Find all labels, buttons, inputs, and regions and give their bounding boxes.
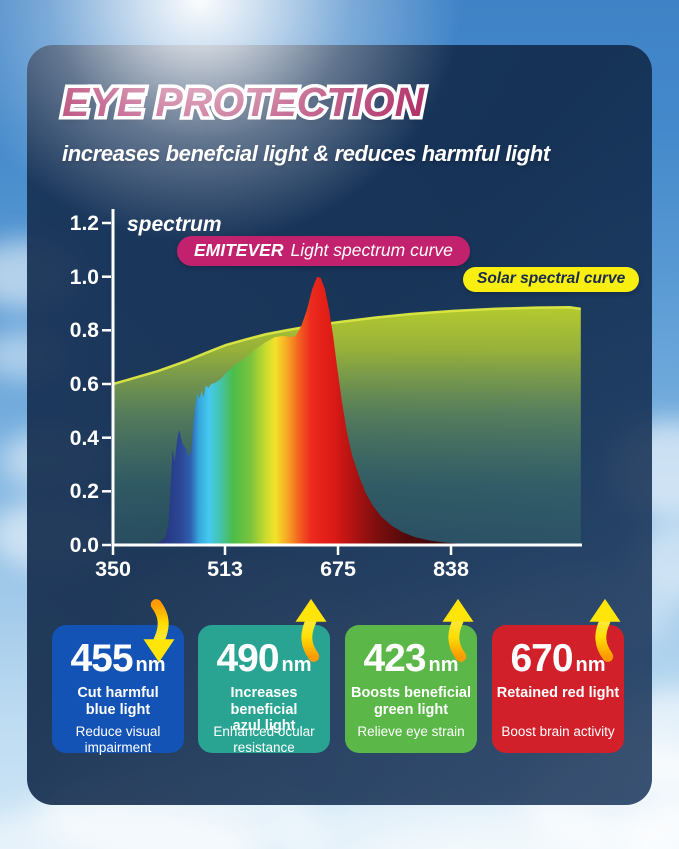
wavelength-number: 490 [216, 637, 279, 680]
solar-spectral-curve-edge [112, 306, 581, 386]
wavelength-unit: nm [428, 654, 459, 676]
legend-light-spectrum-badge: EMITEVER Light spectrum curve [177, 236, 470, 266]
card-subtext: Reduce visual impairment [75, 724, 161, 755]
card-423nm-green-light: 423 nm Boosts beneficial green light Rel… [345, 598, 477, 753]
trend-arrow-up-icon [295, 598, 327, 662]
wavelength-value: 670 nm [510, 639, 605, 678]
card-670nm-red-light: 670 nm Retained red light Boost brain ac… [492, 598, 624, 753]
card-headline: Cut harmful blue light [77, 685, 159, 718]
wavelength-number: 455 [70, 637, 133, 680]
legend-label: Solar spectral curve [477, 270, 626, 287]
y-tick-label: 0.6 [70, 373, 99, 396]
wavelength-value: 490 nm [216, 639, 311, 678]
card-subtext: Enhanced ocular resistance [213, 724, 315, 755]
trend-arrow-up-icon [589, 598, 621, 662]
light-spectrum-area [151, 276, 501, 545]
x-tick-label: 675 [320, 557, 356, 581]
y-tick-label: 1.2 [70, 212, 99, 235]
legend-solar-curve-badge: Solar spectral curve [463, 267, 640, 292]
wavelength-value: 423 nm [363, 639, 458, 678]
wavelength-unit: nm [575, 654, 606, 676]
y-tick-label: 1.0 [70, 266, 99, 289]
y-tick-label: 0.8 [70, 319, 100, 342]
card-455nm-blue-light: 455 nm Cut harmful blue light Reduce vis… [52, 599, 184, 755]
wavelength-unit: nm [281, 654, 312, 676]
brand-name: EMITEVER [194, 240, 284, 260]
card-headline: Retained red light [496, 685, 620, 701]
page-title-text: EYE PROTECTION [62, 79, 425, 125]
wavelength-number: 670 [510, 637, 573, 680]
chart-axis-title: spectrum [127, 213, 222, 236]
x-tick-label: 513 [207, 557, 243, 581]
page-subtitle: increases benefcial light & reduces harm… [62, 141, 550, 166]
trend-arrow-down-icon [143, 599, 175, 663]
y-tick-label: 0.2 [70, 480, 99, 503]
x-axis-ticks [111, 546, 453, 555]
card-headline: Boosts beneficial green light [350, 685, 472, 718]
wavelength-number: 423 [363, 637, 426, 680]
x-tick-label: 838 [433, 557, 469, 581]
card-490nm-azul-light: 490 nm Increases beneficial azul light E… [198, 598, 330, 755]
y-axis-ticks [102, 221, 111, 547]
y-tick-label: 0.0 [70, 534, 99, 557]
page-title: EYE PROTECTION EYE PROTECTION [58, 78, 427, 126]
y-tick-label: 0.4 [70, 427, 100, 450]
x-tick-label: 350 [95, 557, 131, 581]
legend-label: Light spectrum curve [290, 240, 453, 260]
card-subtext: Boost brain activity [501, 724, 615, 739]
card-headline: Increases beneficial azul light [230, 685, 298, 735]
trend-arrow-up-icon [442, 598, 474, 662]
card-subtext: Relieve eye strain [357, 724, 465, 739]
